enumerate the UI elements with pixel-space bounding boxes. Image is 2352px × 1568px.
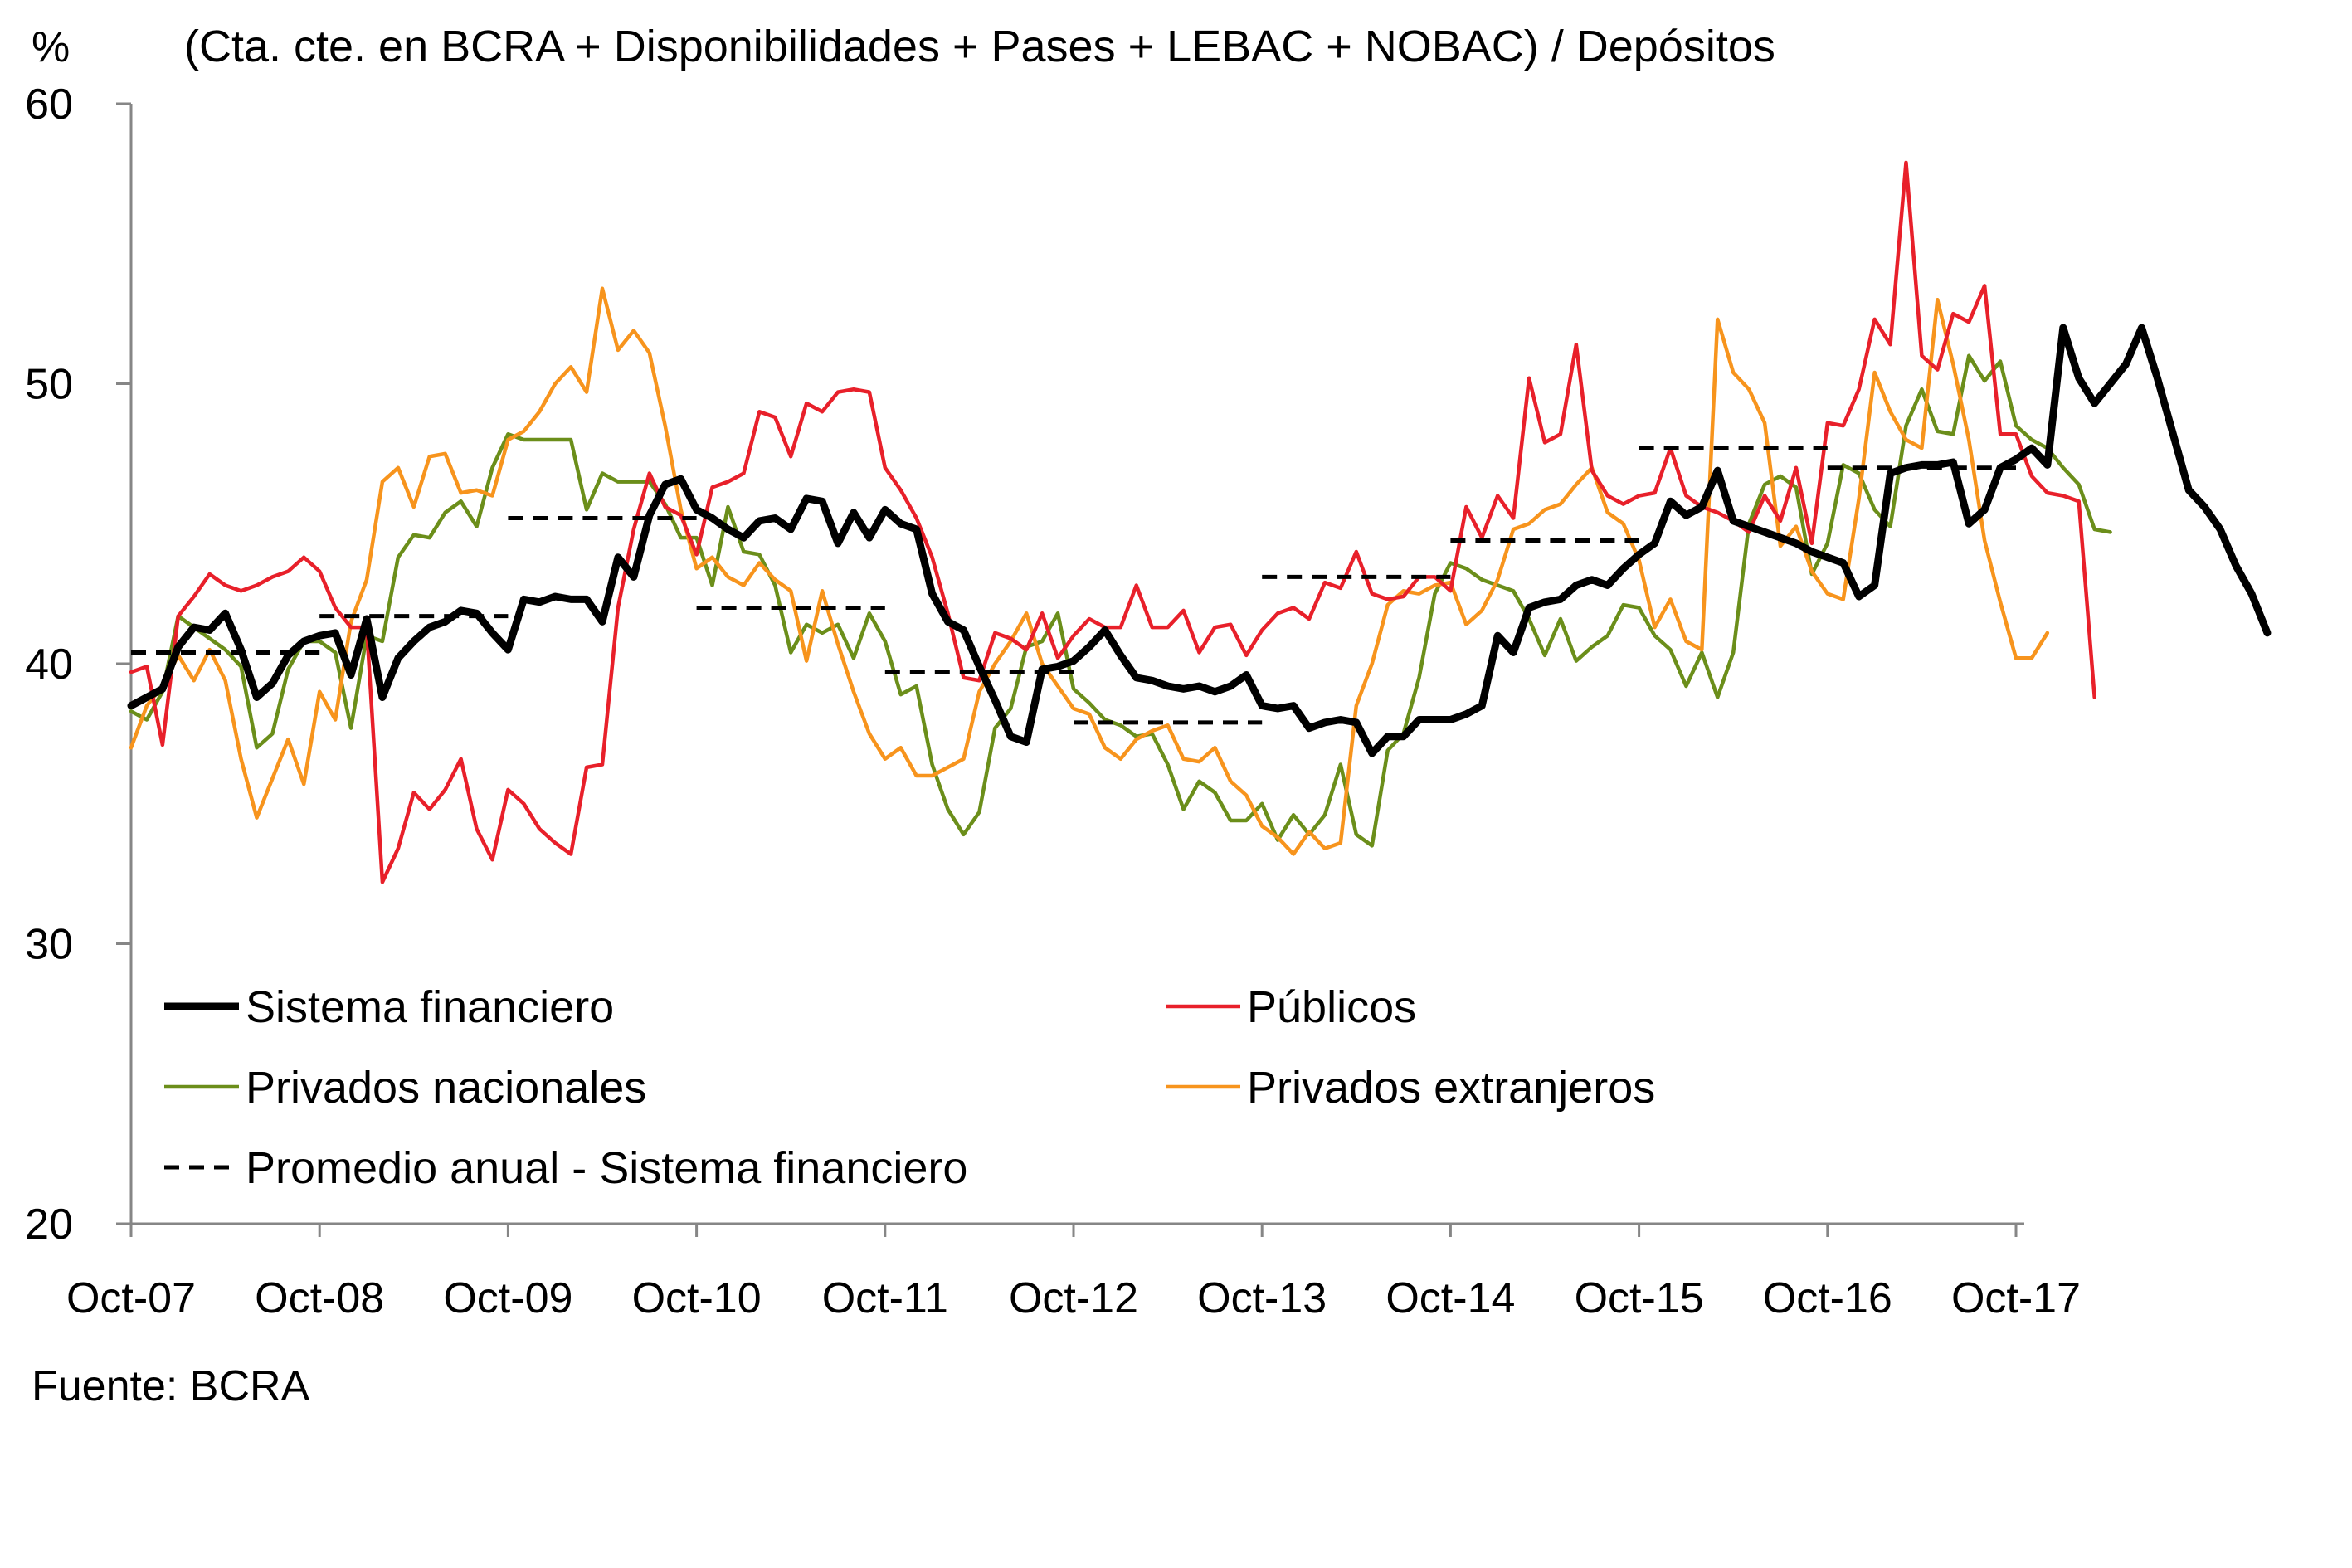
x-tick-label: Oct-16 xyxy=(1763,1274,1892,1322)
series-line-publicos xyxy=(129,160,2096,884)
source-note: Fuente: BCRA xyxy=(32,1362,310,1410)
x-tick-label: Oct-12 xyxy=(1009,1274,1138,1322)
y-tick-label: 50 xyxy=(25,361,73,409)
series-line-privados-extranjeros xyxy=(129,286,2050,856)
legend: Sistema financiero Públicos Privados nacio… xyxy=(164,982,1655,1193)
x-tick-label: Oct-11 xyxy=(822,1274,948,1322)
x-tick-label: Oct-17 xyxy=(1951,1274,2081,1322)
x-tick-label: Oct-15 xyxy=(1575,1274,1704,1322)
legend-label: Promedio anual - Sistema financiero xyxy=(246,1143,967,1193)
y-tick-label: 30 xyxy=(25,921,73,969)
chart-title: (Cta. cte. en BCRA + Disponibilidades + … xyxy=(184,22,1775,71)
series-line-sistema-financiero xyxy=(127,324,2272,757)
legend-label: Privados extranjeros xyxy=(1247,1063,1655,1113)
x-tick-label: Oct-10 xyxy=(632,1274,762,1322)
y-tick-label: 20 xyxy=(25,1200,73,1249)
legend-label: Sistema financiero xyxy=(246,982,614,1032)
x-tick-label: Oct-08 xyxy=(255,1274,384,1322)
legend-label: Privados nacionales xyxy=(246,1063,646,1113)
x-tick-label: Oct-09 xyxy=(443,1274,572,1322)
y-unit-label: % xyxy=(32,23,70,71)
y-tick-label: 40 xyxy=(25,640,73,689)
series-group xyxy=(127,160,2272,884)
x-tick-label: Oct-07 xyxy=(66,1274,196,1322)
y-tick-label: 60 xyxy=(25,80,73,129)
series-line-privados-nacionales xyxy=(129,353,2112,848)
axes: 20 30 40 50 60 Oct-07 Oct-08 Oct-09 Oct-10 Oct-11… xyxy=(25,80,2081,1322)
x-tick-label: Oct-13 xyxy=(1197,1274,1327,1322)
legend-label: Públicos xyxy=(1247,982,1416,1032)
x-tick-label: Oct-14 xyxy=(1385,1274,1515,1322)
